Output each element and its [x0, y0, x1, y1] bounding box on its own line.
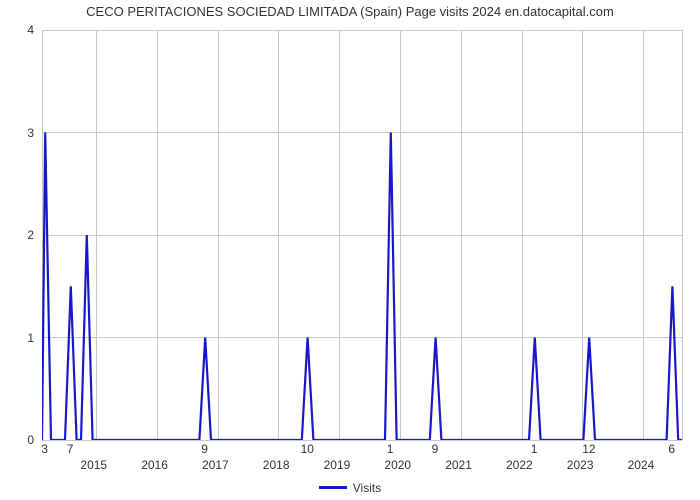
x-year-label: 2017: [202, 458, 229, 472]
legend-swatch: [319, 486, 347, 489]
spike-count-label: 9: [432, 442, 439, 456]
y-tick-label: 4: [27, 23, 34, 37]
spike-count-label: 7: [67, 442, 74, 456]
x-year-label: 2023: [567, 458, 594, 472]
spike-count-label: 12: [582, 442, 595, 456]
spike-count-label: 1: [387, 442, 394, 456]
x-year-label: 2018: [263, 458, 290, 472]
chart-title: CECO PERITACIONES SOCIEDAD LIMITADA (Spa…: [0, 4, 700, 19]
spike-count-label: 9: [201, 442, 208, 456]
x-year-label: 2021: [445, 458, 472, 472]
x-year-label: 2016: [141, 458, 168, 472]
x-year-label: 2019: [324, 458, 351, 472]
chart-container: { "chart": { "type": "line-spike", "titl…: [0, 0, 700, 500]
visits-series: [42, 30, 682, 440]
x-year-label: 2024: [628, 458, 655, 472]
plot-area: 0123420152016201720182019202020212022202…: [42, 30, 682, 440]
spike-count-label: 3: [41, 442, 48, 456]
y-tick-label: 0: [27, 433, 34, 447]
x-year-label: 2015: [80, 458, 107, 472]
y-tick-label: 1: [27, 331, 34, 345]
y-tick-label: 2: [27, 228, 34, 242]
legend-label: Visits: [353, 481, 381, 495]
y-tick-label: 3: [27, 126, 34, 140]
legend: Visits: [0, 478, 700, 495]
x-year-label: 2022: [506, 458, 533, 472]
spike-count-label: 10: [301, 442, 314, 456]
spike-count-label: 1: [531, 442, 538, 456]
x-year-label: 2020: [384, 458, 411, 472]
spike-count-label: 6: [668, 442, 675, 456]
